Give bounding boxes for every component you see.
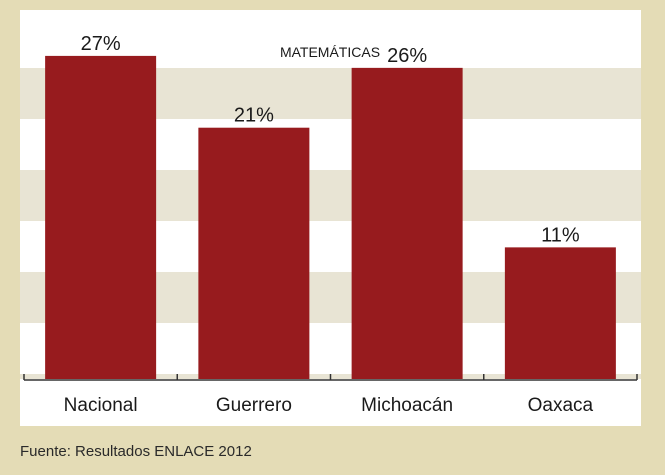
category-label: Oaxaca (528, 395, 594, 416)
source-note: Fuente: Resultados ENLACE 2012 (20, 443, 252, 460)
bar-oaxaca (504, 247, 616, 379)
bar-value-label: 26% (387, 45, 427, 67)
bar-value-label: 27% (81, 33, 121, 55)
bar-michoac-n (351, 67, 463, 379)
bar-chart: MATEMÁTICAS 27% Nacional 21% Guerrero 26% Mic… (20, 33, 641, 416)
category-label: Michoacán (361, 395, 453, 416)
category-label: Nacional (64, 395, 138, 416)
bar-value-label: 11% (541, 224, 580, 246)
bar-guerrero (198, 127, 310, 379)
category-label: Guerrero (216, 395, 292, 416)
bar-nacional (45, 55, 157, 380)
chart-title: MATEMÁTICAS (280, 44, 380, 60)
bar-value-label: 21% (234, 105, 274, 127)
chart-panel: MATEMÁTICAS 27% Nacional 21% Guerrero 26% Mic… (20, 10, 641, 426)
